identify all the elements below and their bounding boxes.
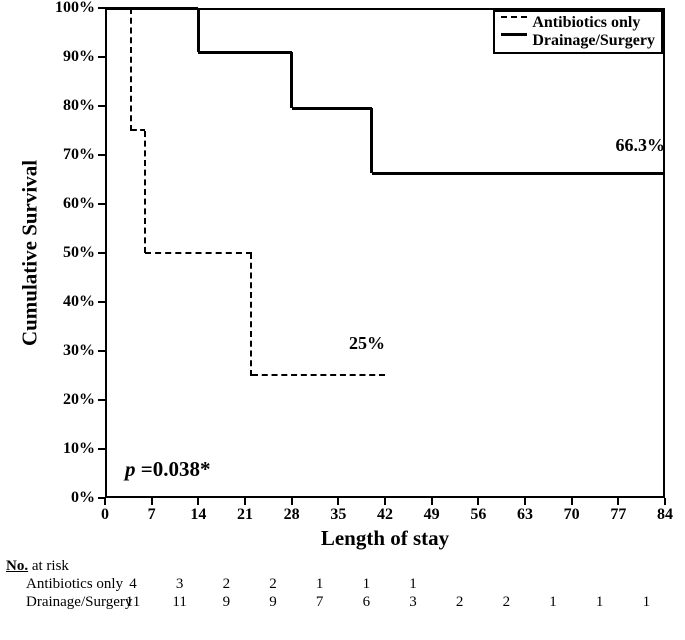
legend: Antibiotics only Drainage/Surgery [493,10,663,54]
risk-cell: 1 [316,576,324,593]
x-tick [571,498,573,505]
x-tick [384,498,386,505]
km-step [252,374,385,376]
risk-cell: 1 [596,594,604,611]
risk-row-label: Drainage/Surgery [26,594,132,611]
legend-item-drainage: Drainage/Surgery [501,32,655,50]
y-tick-label: 0% [71,489,95,507]
x-axis-title: Length of stay [321,526,449,551]
x-tick [244,498,246,505]
x-tick-label: 49 [424,506,440,524]
x-tick-label: 42 [377,506,393,524]
y-tick [98,350,105,352]
y-tick [98,105,105,107]
km-step [372,172,665,175]
km-step [144,131,146,254]
legend-item-antibiotics: Antibiotics only [501,14,655,32]
risk-cell: 1 [409,576,417,593]
km-step [292,107,372,110]
x-tick-label: 7 [148,506,156,524]
km-step [290,52,293,108]
y-tick-label: 50% [63,244,95,262]
x-tick-label: 56 [470,506,486,524]
x-tick-label: 21 [237,506,253,524]
p-value: p =0.038* [125,457,210,482]
y-tick-label: 30% [63,342,95,360]
y-tick-label: 70% [63,146,95,164]
x-tick-label: 14 [190,506,206,524]
curve-annotation: 25% [349,333,385,354]
risk-cell: 9 [223,594,231,611]
x-tick-label: 70 [564,506,580,524]
y-tick [98,56,105,58]
y-tick-label: 20% [63,391,95,409]
risk-row-label: Antibiotics only [26,576,123,593]
legend-label: Drainage/Surgery [532,32,655,50]
y-axis-title: Cumulative Survival [18,160,43,346]
risk-table-title: No. at risk [6,558,69,575]
x-tick-label: 0 [101,506,109,524]
risk-cell: 1 [549,594,557,611]
p-value-rest: =0.038* [136,457,211,481]
km-step [105,7,198,10]
x-tick-label: 77 [610,506,626,524]
risk-cell: 3 [176,576,184,593]
x-tick [291,498,293,505]
km-step [198,51,291,54]
risk-cell: 6 [363,594,371,611]
risk-cell: 3 [409,594,417,611]
x-tick [337,498,339,505]
y-tick [98,252,105,254]
x-tick [524,498,526,505]
y-tick [98,203,105,205]
legend-swatch-dashed [501,16,527,30]
risk-cell: 11 [172,594,186,611]
x-tick [664,498,666,505]
x-tick [151,498,153,505]
x-tick-label: 84 [657,506,673,524]
risk-title-underline: No. [6,558,28,574]
legend-swatch-solid [501,33,527,48]
y-tick [98,154,105,156]
x-tick [617,498,619,505]
km-step [370,108,373,173]
y-tick-label: 10% [63,440,95,458]
x-tick-label: 63 [517,506,533,524]
risk-cell: 1 [363,576,371,593]
risk-cell: 11 [126,594,140,611]
risk-cell: 2 [223,576,231,593]
risk-cell: 9 [269,594,277,611]
x-tick [477,498,479,505]
risk-cell: 1 [643,594,651,611]
x-tick-label: 28 [284,506,300,524]
y-tick [98,399,105,401]
y-tick [98,7,105,9]
y-tick-label: 60% [63,195,95,213]
y-tick [98,448,105,450]
curve-annotation: 66.3% [616,135,666,156]
x-tick [104,498,106,505]
risk-title-rest: at risk [28,558,69,574]
km-step [250,253,252,376]
y-tick-label: 40% [63,293,95,311]
risk-cell: 4 [129,576,137,593]
risk-cell: 2 [456,594,464,611]
km-chart: Antibiotics only Drainage/Surgery Length… [0,0,685,640]
km-step [130,8,132,131]
x-tick [431,498,433,505]
risk-cell: 2 [269,576,277,593]
y-tick [98,301,105,303]
x-tick-label: 35 [330,506,346,524]
p-value-italic: p [125,457,136,481]
y-tick-label: 80% [63,97,95,115]
km-step [145,252,252,254]
legend-label: Antibiotics only [532,14,640,32]
x-tick [197,498,199,505]
km-step [197,8,200,52]
risk-cell: 2 [503,594,511,611]
y-tick-label: 90% [63,48,95,66]
y-tick-label: 100% [55,0,95,17]
y-tick [98,497,105,499]
risk-cell: 7 [316,594,324,611]
